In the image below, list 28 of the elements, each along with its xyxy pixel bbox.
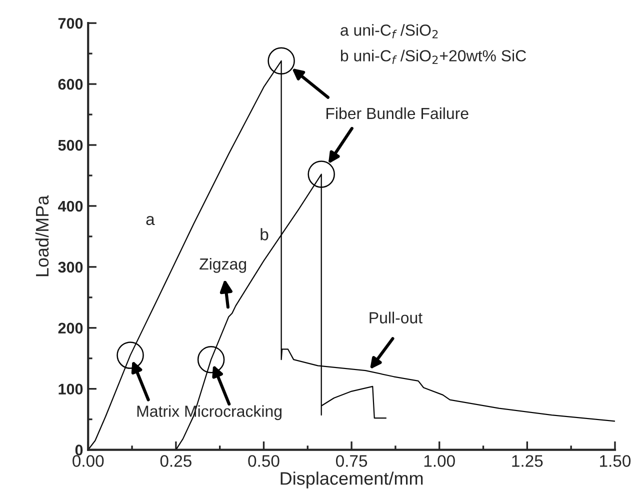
- series-label: b: [260, 228, 268, 240]
- annotation: Zigzag: [200, 258, 246, 273]
- x-tick-label: 0.25: [160, 455, 192, 467]
- point: [116, 342, 144, 369]
- y-tick-label: 400: [58, 200, 83, 212]
- y-axis-title: Load/MPa: [35, 195, 49, 276]
- y-tick-label: 0: [75, 444, 83, 456]
- point: [308, 160, 335, 188]
- y-tick-label: 300: [58, 262, 83, 273]
- x-axis-title: Displacement/mm: [280, 472, 423, 488]
- point: [197, 346, 225, 374]
- x-tick-label: 0.50: [248, 455, 280, 467]
- x-tick-label: 1.25: [512, 455, 543, 467]
- y-tick-label: 700: [58, 18, 83, 29]
- y-tick-label: 100: [58, 384, 83, 395]
- annotation: b uni-C$_{f}$ /SiO$_{2}$+20wt% SiC: [340, 50, 526, 64]
- point: [268, 47, 295, 75]
- x-tick-label: 1.00: [424, 455, 455, 467]
- annotation: a uni-C$_{f}$ /SiO$_{2}$: [340, 24, 438, 38]
- x-tick-label: 1.50: [600, 455, 631, 467]
- x-tick-label: 0.75: [336, 455, 368, 467]
- y-tick-label: 500: [58, 140, 83, 151]
- text: a: [146, 216, 155, 226]
- annotation: Pull-out: [370, 312, 422, 324]
- x-tick-label: 0.00: [72, 455, 104, 467]
- annotation: Fiber Bundle Failure: [326, 107, 468, 120]
- y-tick-label: 600: [58, 78, 83, 90]
- y-tick-label: 200: [58, 322, 83, 334]
